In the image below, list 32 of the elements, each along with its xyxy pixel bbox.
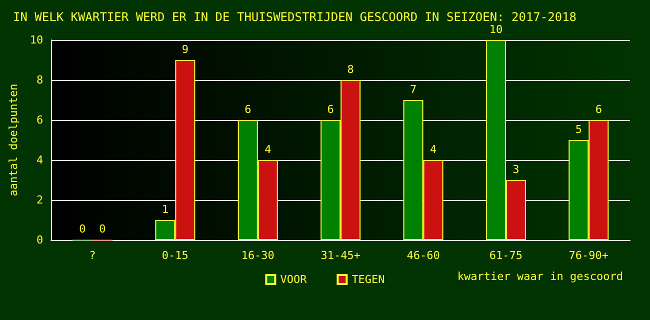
data-label: 1 <box>162 203 168 216</box>
x-tick-label: 46-60 <box>406 249 440 262</box>
data-label: 3 <box>512 163 520 176</box>
y-tick-label: 10 <box>30 34 44 46</box>
y-tick-label: 4 <box>36 154 44 166</box>
y-axis-title: aantal doelpunten <box>7 84 20 196</box>
data-label: 6 <box>327 103 334 116</box>
y-tick-label: 2 <box>36 194 44 206</box>
y-tick-label: 8 <box>36 74 44 86</box>
data-label: 10 <box>489 23 503 36</box>
data-label: 4 <box>264 143 272 156</box>
y-tick-label: 6 <box>36 114 44 126</box>
x-tick-label: 16-30 <box>241 249 274 262</box>
data-label: 8 <box>347 63 354 76</box>
data-label: 0 <box>79 222 86 236</box>
chart-title: IN WELK KWARTIER WERD ER IN DE THUISWEDSTRIJDEN GESCOORD IN SEIZOEN: 2017-2018 <box>13 10 577 24</box>
data-label: 6 <box>244 103 252 116</box>
data-label: 7 <box>410 83 417 96</box>
y-tick-label: 0 <box>36 234 44 246</box>
x-axis-title: kwartier waar in gescoord <box>457 270 624 283</box>
x-tick-label: 31-45+ <box>320 249 361 262</box>
data-label: 6 <box>595 103 602 116</box>
legend-label: VOOR <box>280 273 308 286</box>
x-tick-label: 0-15 <box>162 249 188 262</box>
legend-label: TEGEN <box>352 273 385 286</box>
x-tick-label: 61-75 <box>489 249 523 262</box>
x-tick-label: ? <box>89 249 96 262</box>
data-label: 9 <box>182 43 188 56</box>
data-label: 4 <box>430 143 437 156</box>
x-tick-label: 76-90+ <box>568 249 609 262</box>
data-label: 5 <box>575 123 582 136</box>
data-label: 0 <box>99 222 106 236</box>
